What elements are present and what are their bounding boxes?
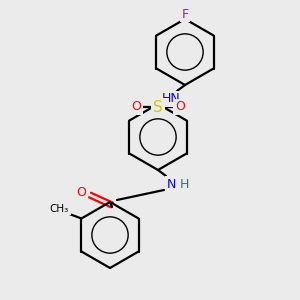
Text: O: O [175, 100, 185, 113]
Text: S: S [153, 100, 163, 115]
Text: F: F [182, 8, 189, 20]
Text: H: H [179, 178, 189, 190]
Text: N: N [166, 178, 176, 190]
Text: CH₃: CH₃ [50, 203, 69, 214]
Text: O: O [131, 100, 141, 113]
Text: O: O [76, 185, 86, 199]
Text: HN: HN [162, 92, 180, 106]
